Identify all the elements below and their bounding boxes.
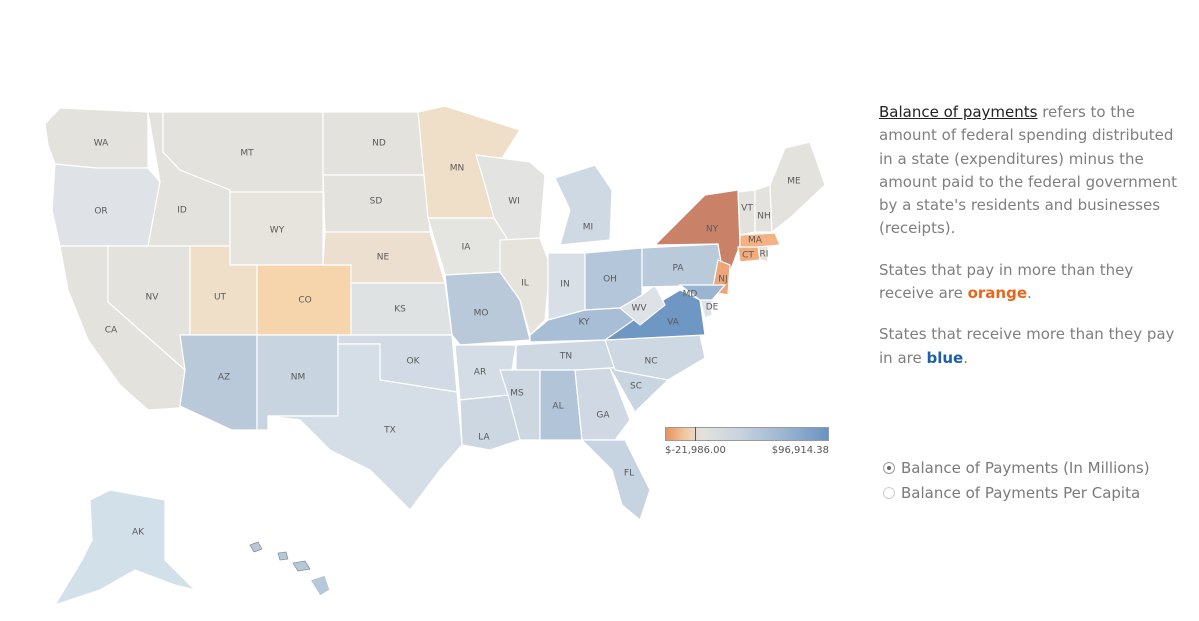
- state-label-va: VA: [667, 318, 680, 328]
- state-ak[interactable]: [53, 489, 197, 607]
- state-label-sc: SC: [630, 382, 642, 392]
- state-ms[interactable]: [499, 369, 541, 441]
- state-label-oh: OH: [603, 275, 617, 285]
- orange-word: orange: [967, 284, 1028, 303]
- state-il[interactable]: [499, 237, 551, 337]
- state-label-id: ID: [177, 206, 187, 216]
- legend-gradient-bar: [665, 427, 829, 441]
- legend-min-label: $-21,986.00: [665, 445, 726, 456]
- description-panel: Balance of payments refers to the amount…: [879, 101, 1189, 388]
- state-label-al: AL: [552, 402, 563, 412]
- state-label-mt: MT: [240, 149, 254, 159]
- state-label-ia: IA: [462, 243, 472, 253]
- state-label-nj: NJ: [718, 275, 727, 285]
- state-label-ar: AR: [474, 368, 486, 378]
- state-label-co: CO: [298, 296, 311, 306]
- state-label-wi: WI: [508, 197, 520, 207]
- orange-text: States that pay in more than they receiv…: [879, 260, 1134, 303]
- state-label-md: MD: [683, 290, 698, 300]
- state-label-pa: PA: [672, 264, 684, 274]
- state-tx[interactable]: [267, 343, 463, 511]
- state-label-fl: FL: [624, 469, 634, 479]
- orange-paragraph: States that pay in more than they receiv…: [879, 259, 1189, 306]
- state-label-de: DE: [706, 303, 719, 313]
- state-mi[interactable]: [554, 164, 613, 246]
- radio-selected-icon[interactable]: [883, 461, 895, 474]
- state-md[interactable]: [678, 284, 727, 301]
- state-label-nm: NM: [291, 373, 306, 383]
- hawaii-island-2[interactable]: [292, 560, 311, 572]
- state-label-mo: MO: [474, 309, 489, 319]
- blue-text: States that receive more than they pay i…: [879, 325, 1175, 367]
- us-choropleth-map: WA OR CA ID NV MT WY UT AZ CO NM ND SD NE KS OK TX MN IA MO…: [44, 105, 829, 607]
- state-label-ks: KS: [394, 305, 406, 315]
- state-label-nv: NV: [146, 293, 160, 303]
- state-label-me: ME: [787, 177, 801, 187]
- state-label-or: OR: [94, 207, 107, 217]
- option-balance-millions[interactable]: Balance of Payments (In Millions): [883, 455, 1150, 480]
- state-label-ny: NY: [706, 225, 719, 235]
- state-nh[interactable]: [754, 184, 773, 233]
- state-label-mi: MI: [583, 223, 593, 233]
- legend-zero-marker: [695, 427, 696, 441]
- state-label-ca: CA: [105, 326, 118, 336]
- color-legend: $-21,986.00 $96,914.38: [665, 427, 829, 456]
- term-balance-of-payments: Balance of payments: [879, 103, 1038, 121]
- measure-selector: Balance of Payments (In Millions) Balanc…: [883, 455, 1150, 505]
- definition-paragraph: Balance of payments refers to the amount…: [879, 101, 1189, 241]
- state-label-la: LA: [478, 433, 490, 443]
- hawaii-island-1[interactable]: [277, 551, 289, 561]
- state-label-tx: TX: [383, 426, 396, 436]
- state-label-ky: KY: [578, 318, 590, 328]
- state-label-tn: TN: [559, 352, 572, 362]
- state-label-ct: CT: [742, 251, 754, 261]
- state-label-nc: NC: [644, 357, 657, 367]
- state-label-ak: AK: [132, 528, 145, 538]
- option-balance-per-capita[interactable]: Balance of Payments Per Capita: [883, 480, 1150, 505]
- state-label-ma: MA: [748, 236, 763, 246]
- state-label-in: IN: [560, 280, 569, 290]
- state-label-az: AZ: [218, 373, 230, 383]
- state-label-nh: NH: [757, 212, 771, 222]
- state-label-wv: WV: [631, 304, 647, 314]
- blue-word: blue: [926, 348, 964, 367]
- legend-max-label: $96,914.38: [771, 445, 829, 456]
- map-svg: WA OR CA ID NV MT WY UT AZ CO NM ND SD NE KS OK TX MN IA MO…: [44, 105, 826, 607]
- state-label-wy: WY: [270, 226, 285, 236]
- state-al[interactable]: [539, 369, 583, 441]
- blue-paragraph: States that receive more than they pay i…: [879, 323, 1189, 370]
- state-label-il: IL: [521, 279, 529, 289]
- state-label-ok: OK: [407, 357, 421, 367]
- state-ga[interactable]: [574, 367, 631, 441]
- state-wv[interactable]: [618, 284, 666, 326]
- state-label-ms: MS: [510, 389, 524, 399]
- radio-unselected-icon[interactable]: [883, 486, 895, 499]
- state-me[interactable]: [769, 141, 826, 234]
- state-label-vt: VT: [741, 204, 753, 214]
- state-label-ri: RI: [760, 250, 769, 260]
- state-label-mn: MN: [450, 164, 465, 174]
- state-ma[interactable]: [739, 232, 781, 248]
- state-label-ne: NE: [377, 253, 390, 263]
- state-hi[interactable]: [309, 574, 331, 597]
- orange-period: .: [1027, 284, 1032, 303]
- state-label-ga: GA: [596, 411, 610, 421]
- hawaii-island-0[interactable]: [249, 541, 263, 553]
- state-or[interactable]: [51, 163, 161, 247]
- state-label-ut: UT: [214, 293, 227, 303]
- blue-period: .: [963, 348, 968, 367]
- state-label-wa: WA: [94, 139, 109, 149]
- option-label: Balance of Payments Per Capita: [901, 483, 1141, 502]
- state-fl[interactable]: [580, 439, 651, 522]
- definition-text: refers to the amount of federal spending…: [879, 103, 1178, 238]
- option-label: Balance of Payments (In Millions): [901, 458, 1150, 477]
- state-label-sd: SD: [370, 197, 383, 207]
- state-label-nd: ND: [372, 139, 386, 149]
- state-az[interactable]: [179, 334, 258, 431]
